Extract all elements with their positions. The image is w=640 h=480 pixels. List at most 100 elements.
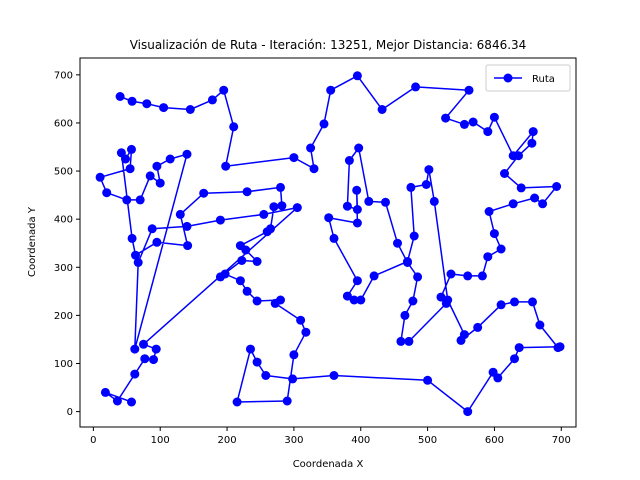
route-point <box>235 241 245 251</box>
route-point <box>289 350 299 360</box>
y-tick-label: 600 <box>54 118 73 129</box>
route-point <box>309 164 319 174</box>
route-point <box>421 180 431 189</box>
route-point <box>538 199 548 209</box>
route-point <box>276 182 285 192</box>
route-point <box>252 257 262 266</box>
x-tick-label: 200 <box>218 435 237 446</box>
route-point <box>95 172 105 182</box>
route-point <box>252 357 262 367</box>
route-point <box>528 127 538 137</box>
route-point <box>477 271 487 281</box>
route-point <box>456 335 466 345</box>
route-point <box>182 221 192 231</box>
route-point <box>152 161 162 171</box>
route-point <box>463 271 473 281</box>
route-point <box>175 209 185 219</box>
route-point <box>135 195 145 205</box>
route-point <box>215 215 225 225</box>
route-point <box>165 154 175 164</box>
route-point <box>121 154 130 164</box>
route-point <box>352 205 362 214</box>
route-point <box>102 188 112 198</box>
route-point <box>326 85 336 95</box>
route-point <box>324 213 334 223</box>
route-point <box>489 229 499 239</box>
x-tick-label: 0 <box>90 435 96 446</box>
route-point <box>242 286 252 296</box>
route-point <box>496 300 506 310</box>
route-point <box>404 336 414 346</box>
route-point <box>352 185 362 195</box>
route-point <box>510 297 519 307</box>
route-point <box>252 296 262 306</box>
route-point <box>510 354 519 364</box>
route-point <box>276 295 285 305</box>
route-point <box>500 169 509 178</box>
route-point <box>232 397 242 407</box>
route-point <box>115 92 125 101</box>
route-point <box>342 291 352 301</box>
route-point <box>140 354 150 364</box>
route-point <box>185 105 195 114</box>
route-point <box>127 96 137 106</box>
route-point <box>142 99 152 109</box>
route-point <box>555 342 565 352</box>
route-point <box>183 241 193 251</box>
x-tick-label: 600 <box>485 435 504 446</box>
route-point <box>459 119 469 129</box>
route-point <box>488 367 498 377</box>
route-point <box>235 276 245 286</box>
route-point <box>516 183 526 193</box>
y-axis-ticks: 0 100 200 300 400 500 600 700 <box>54 70 80 418</box>
legend-marker <box>503 73 513 83</box>
route-point <box>527 138 537 148</box>
x-tick-label: 100 <box>151 435 170 446</box>
route-point <box>393 238 402 248</box>
route-point <box>364 196 374 206</box>
route-point <box>354 143 364 153</box>
route-point <box>301 327 311 337</box>
route-point <box>152 237 162 247</box>
route-point <box>127 397 136 407</box>
route-point <box>237 256 247 265</box>
route-point <box>441 113 451 123</box>
route-point <box>112 396 122 406</box>
x-tick-label: 500 <box>418 435 437 446</box>
route-point <box>329 233 339 243</box>
route-point <box>130 344 140 354</box>
x-axis-label: Coordenada X <box>293 459 364 470</box>
route-point <box>100 387 110 397</box>
route-point <box>408 296 418 306</box>
route-point <box>151 344 161 354</box>
x-tick-label: 400 <box>351 435 370 446</box>
route-point <box>424 165 434 175</box>
route-point <box>396 336 406 346</box>
route-point <box>133 258 143 267</box>
route-point <box>514 151 523 161</box>
route-point <box>296 315 306 325</box>
route-point <box>219 85 229 95</box>
route-point <box>423 375 433 385</box>
route-point <box>319 119 329 129</box>
route-point <box>400 310 410 320</box>
route-point <box>131 250 140 260</box>
route-point <box>464 85 474 95</box>
route-point <box>147 224 157 234</box>
route-point <box>473 322 483 332</box>
route-point <box>182 149 192 159</box>
route-point <box>242 187 252 197</box>
route-point <box>377 105 387 114</box>
y-tick-label: 700 <box>54 70 73 81</box>
route-point <box>288 374 298 384</box>
route-point <box>528 297 537 307</box>
x-axis-ticks: 0 100 200 300 400 500 600 700 <box>90 427 571 446</box>
route-point <box>484 207 494 216</box>
route-point <box>344 156 354 165</box>
route-point <box>229 122 239 132</box>
route-point <box>535 320 545 330</box>
x-tick-label: 700 <box>552 435 571 446</box>
route-point <box>127 144 136 154</box>
legend: Ruta <box>485 64 571 92</box>
